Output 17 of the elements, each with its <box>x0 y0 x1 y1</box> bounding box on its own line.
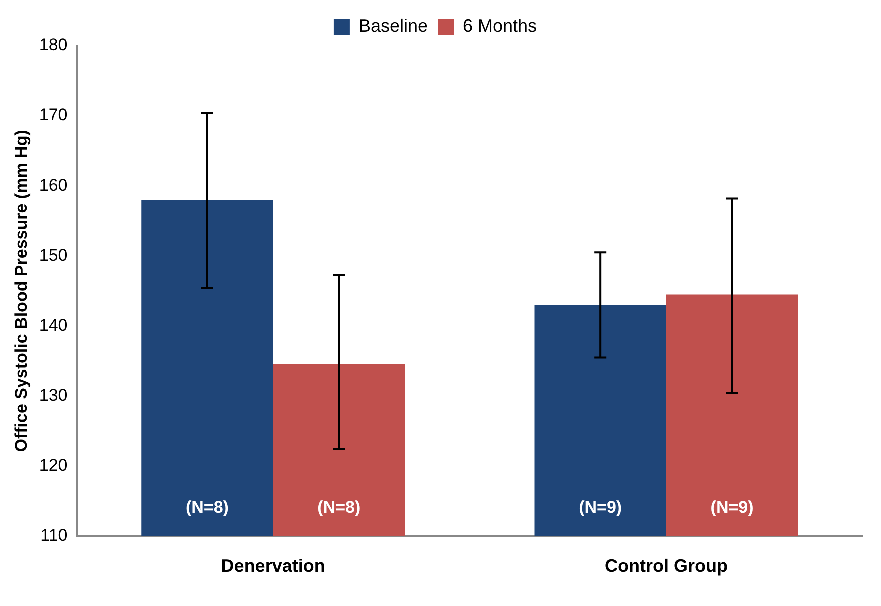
legend-label: Baseline <box>358 16 428 36</box>
y-tick-label: 120 <box>39 456 68 476</box>
y-tick-label: 150 <box>39 246 68 265</box>
legend-label: 6 Months <box>463 16 538 36</box>
y-tick-label: 160 <box>39 176 68 195</box>
annotation: (N=8) <box>186 498 229 518</box>
x-tick-label: Control Group <box>604 556 728 576</box>
annotation: (N=9) <box>710 498 754 518</box>
y-axis-title: Office Systolic Blood Pressure (mm Hg) <box>12 130 31 452</box>
y-tick-label: 110 <box>40 526 68 546</box>
y-tick-label: 140 <box>39 316 68 335</box>
x-tick-label: Denervation <box>221 556 326 576</box>
y-tick-label: 130 <box>39 386 68 405</box>
annotation: (N=8) <box>318 498 361 518</box>
annotation: (N=9) <box>579 498 622 518</box>
y-tick-label: 170 <box>39 106 68 125</box>
y-tick-label: 180 <box>39 36 68 55</box>
